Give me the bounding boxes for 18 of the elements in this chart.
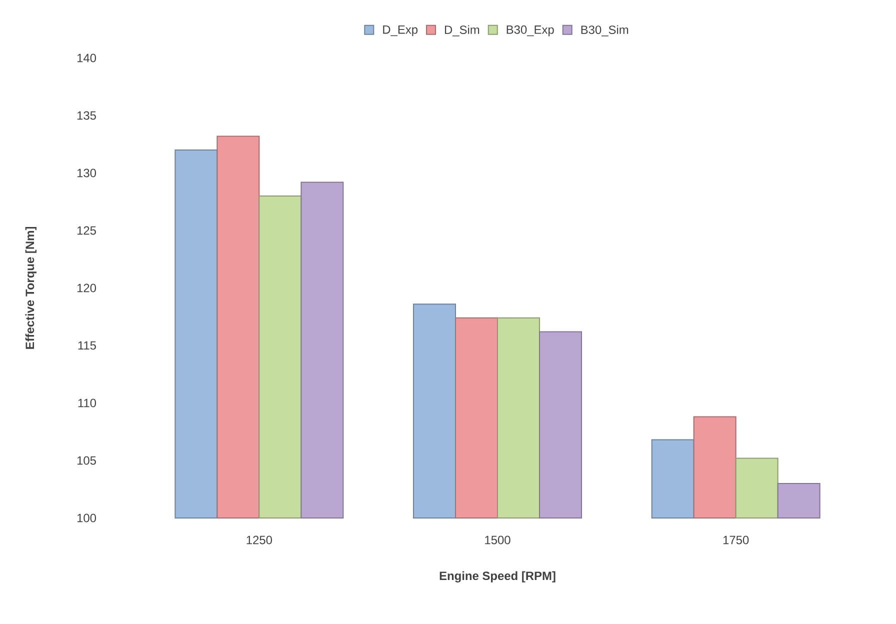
y-axis-title: Effective Torque [Nm] xyxy=(25,227,36,349)
y-tick-label: 135 xyxy=(77,111,96,120)
x-tick-label: 1250 xyxy=(246,536,272,544)
x-tick-label: 1750 xyxy=(723,536,749,544)
legend-label: D_Exp xyxy=(383,25,418,36)
x-axis-title: Engine Speed [RPM] xyxy=(440,571,556,582)
y-tick-label: 130 xyxy=(77,168,96,178)
y-tick-label: 125 xyxy=(77,226,96,235)
y-tick-label: 140 xyxy=(77,54,96,62)
legend-label: D_Sim xyxy=(444,25,480,36)
x-tick-label: 1500 xyxy=(485,536,510,544)
legend-label: B30_Exp xyxy=(506,25,554,36)
y-tick-label: 120 xyxy=(77,284,96,292)
legend-label: B30_Sim xyxy=(581,25,628,36)
y-tick-label: 110 xyxy=(78,398,96,408)
y-tick-label: 105 xyxy=(77,456,96,465)
y-tick-label: 115 xyxy=(78,341,96,350)
y-tick-label: 100 xyxy=(77,514,96,522)
